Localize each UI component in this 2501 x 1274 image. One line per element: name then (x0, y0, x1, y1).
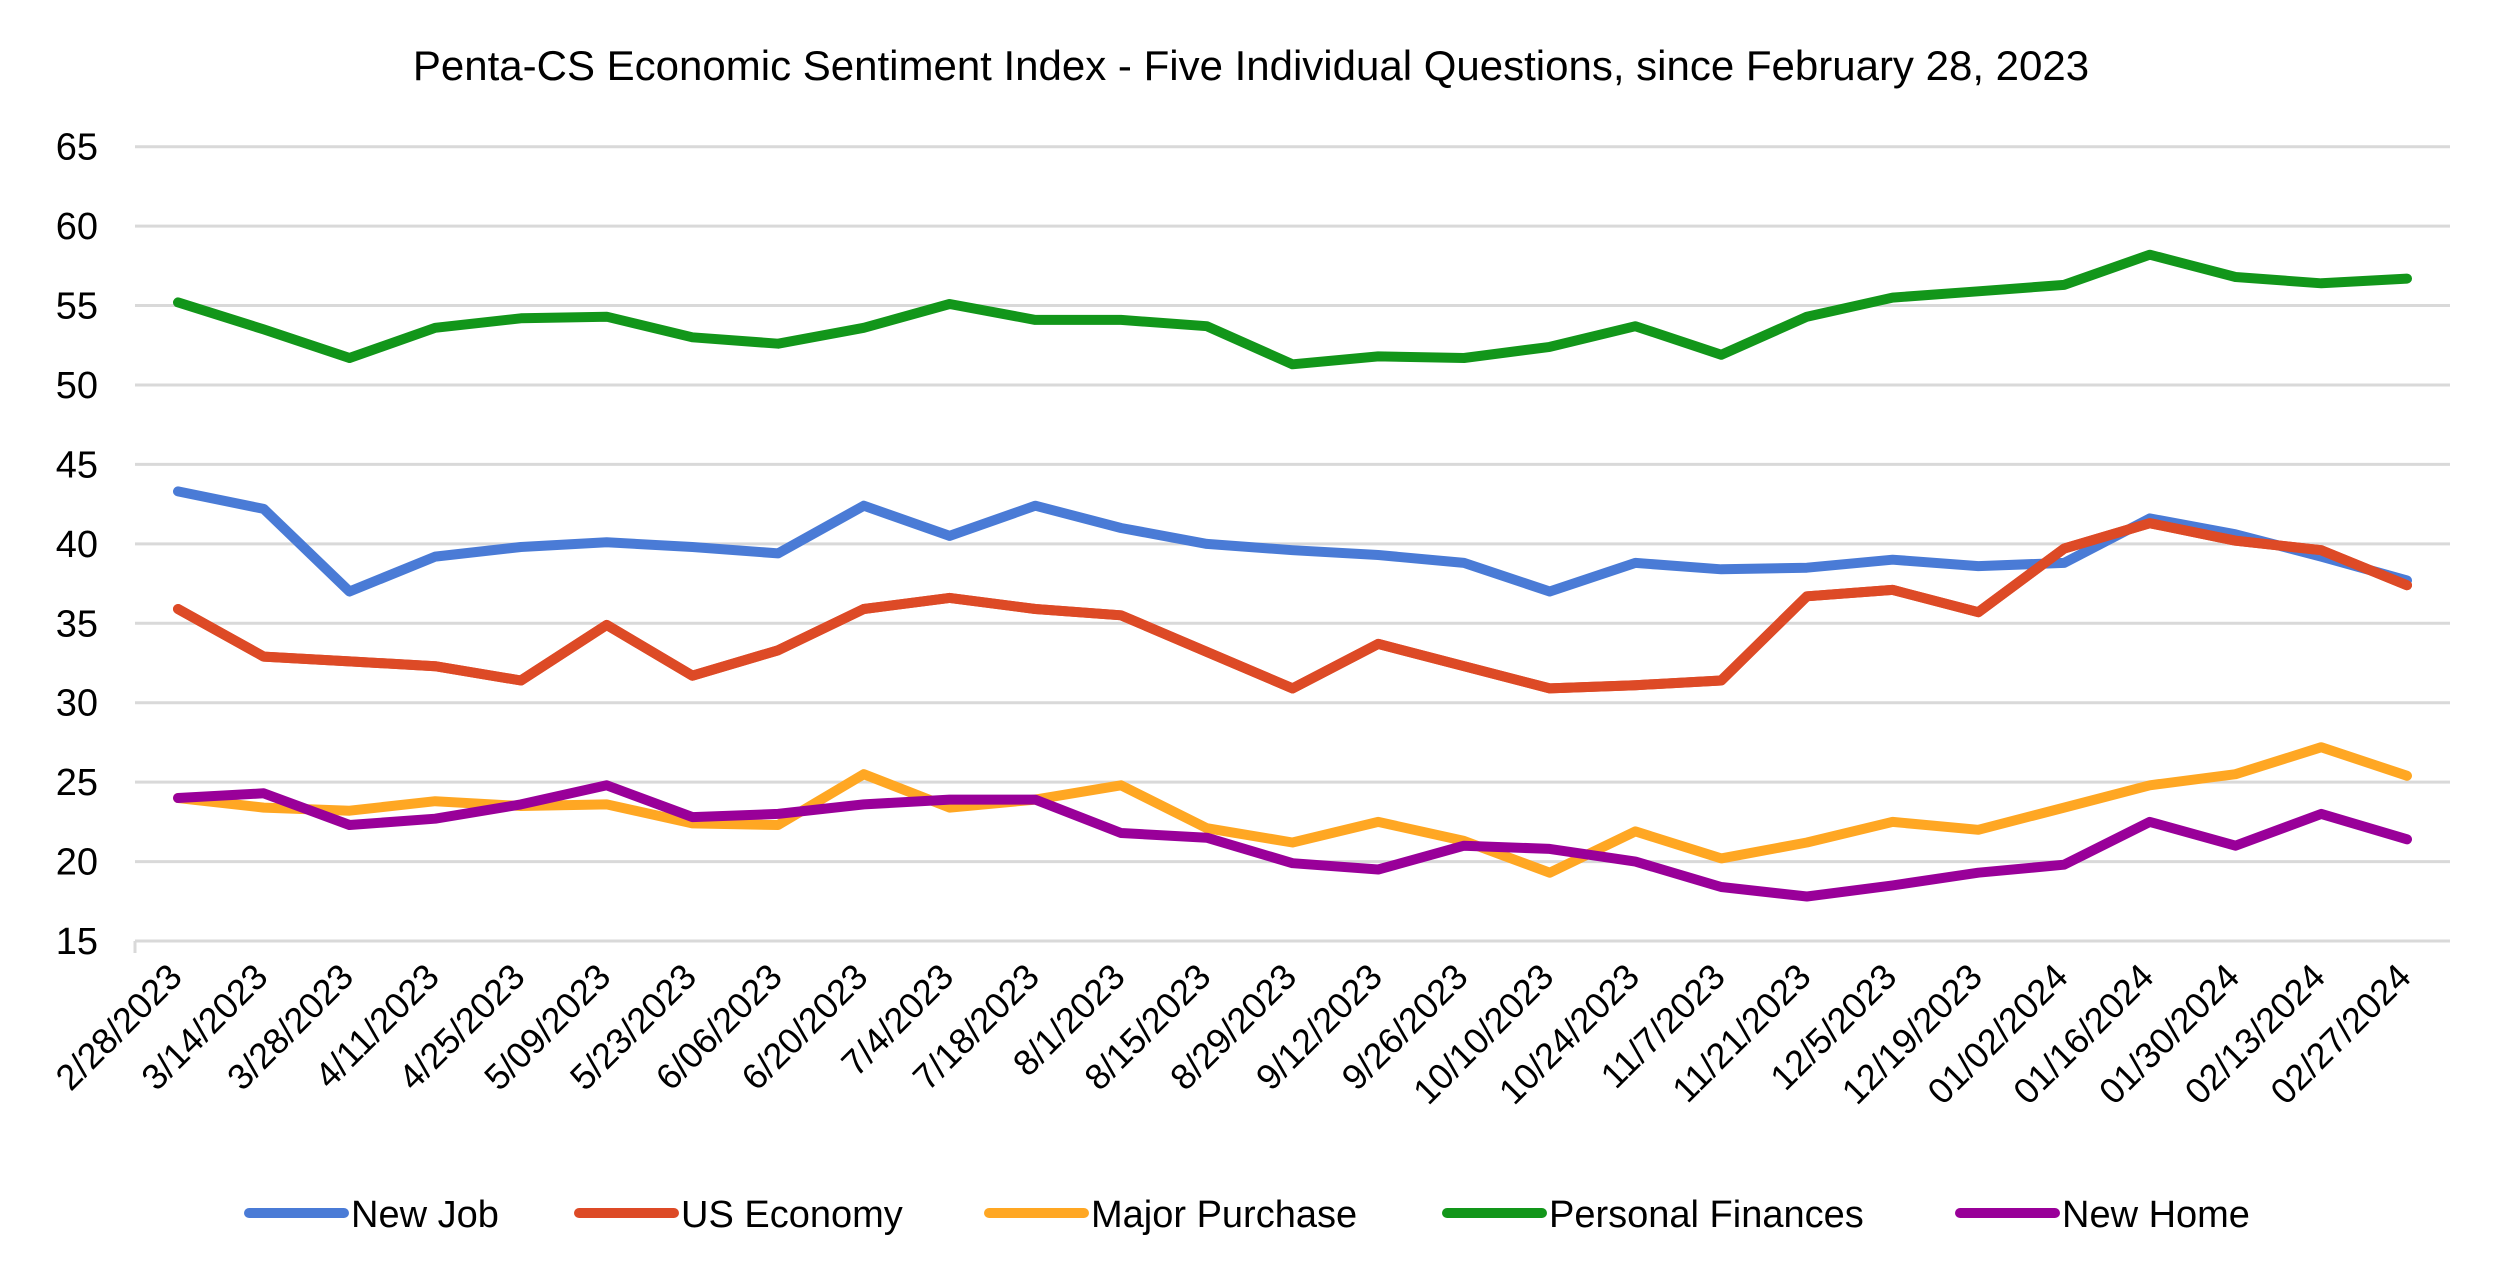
legend-label: Major Purchase (1091, 1194, 1357, 1236)
chart-title: Penta-CS Economic Sentiment Index - Five… (413, 42, 2089, 89)
y-tick-label: 25 (56, 762, 98, 804)
legend-item-new-job[interactable]: New Job (244, 1194, 499, 1236)
y-tick-label: 65 (56, 127, 98, 169)
y-tick-label: 35 (56, 603, 98, 645)
legend-item-personal-finances[interactable]: Personal Finances (1442, 1194, 1864, 1236)
y-tick-label: 15 (56, 921, 98, 963)
y-tick-label: 45 (56, 444, 98, 486)
y-tick-label: 50 (56, 365, 98, 407)
legend: New Job US Economy Major Purchase Personal … (244, 1194, 2250, 1236)
legend-item-major-purchase[interactable]: Major Purchase (984, 1194, 1357, 1236)
legend-label: New Home (2062, 1194, 2250, 1236)
y-tick-label: 55 (56, 286, 98, 328)
y-tick-label: 20 (56, 842, 98, 884)
series-lines (173, 249, 2412, 902)
legend-label: Personal Finances (1549, 1194, 1864, 1236)
y-tick-label: 60 (56, 206, 98, 248)
y-tick-label: 40 (56, 524, 98, 566)
y-tick-label: 30 (56, 683, 98, 725)
x-axis-ticks: 2/28/20233/14/20233/28/20234/11/20234/25… (47, 956, 2418, 1112)
series-line-personal-finances (173, 249, 2412, 370)
legend-label: US Economy (681, 1194, 903, 1236)
series-line-us-economy-overlay (173, 518, 2412, 694)
y-axis-ticks: 15 20 25 30 35 40 45 50 55 60 65 (56, 127, 98, 963)
legend-item-new-home[interactable]: New Home (1955, 1194, 2250, 1236)
legend-item-us-economy[interactable]: US Economy (574, 1194, 903, 1236)
series-line-new-home (173, 780, 2412, 902)
legend-label: New Job (351, 1194, 499, 1236)
series-line-major-purchase (173, 742, 2412, 878)
